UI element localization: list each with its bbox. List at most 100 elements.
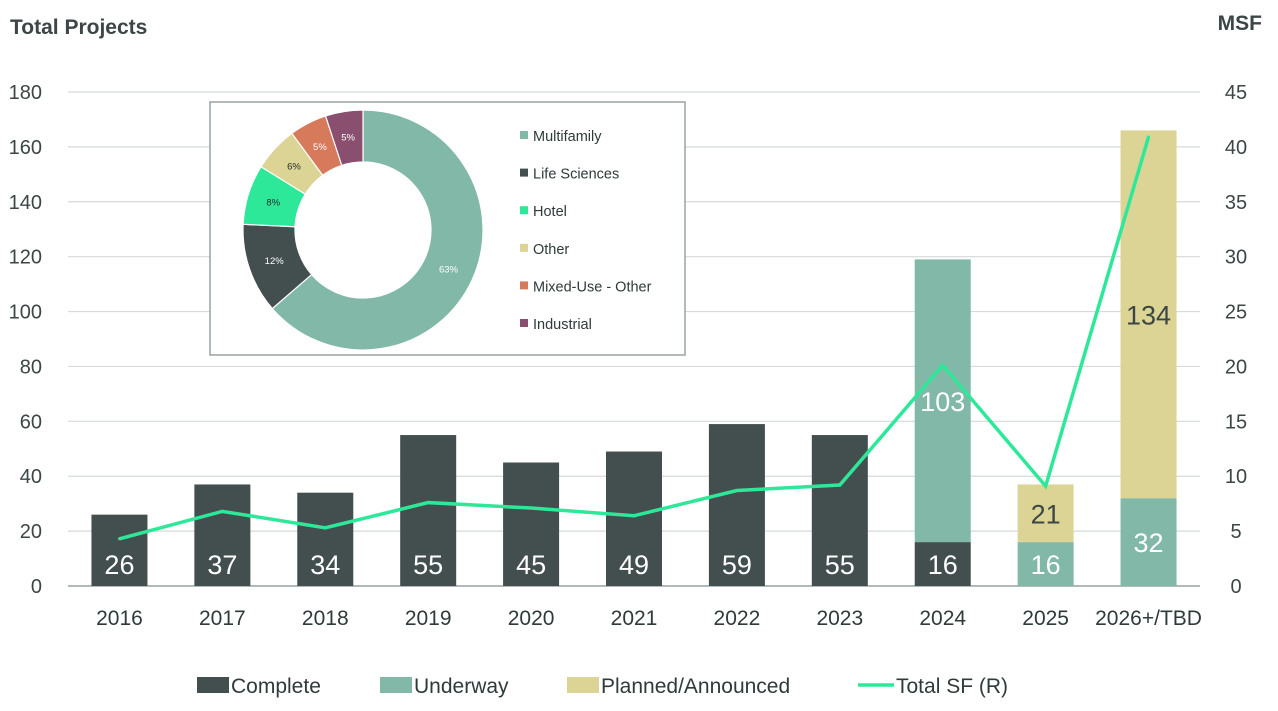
y2-tick-label: 5 — [1230, 521, 1241, 543]
pie-legend-label-multifamily: Multifamily — [533, 129, 602, 145]
y-tick-label: 20 — [20, 521, 42, 543]
x-tick-label: 2023 — [816, 607, 863, 630]
y2-tick-label: 10 — [1225, 466, 1247, 488]
pie-legend-swatch-other — [520, 243, 528, 252]
pie-legend-swatch-mixed-use-other — [520, 281, 528, 290]
pie-slice-label: 8% — [266, 198, 280, 209]
bar-underway-2024 — [914, 259, 971, 543]
x-tick-label: 2024 — [919, 607, 966, 630]
bar-underway-2025 — [1017, 542, 1074, 586]
x-tick-label: 2022 — [714, 607, 761, 630]
bar-complete-2021 — [606, 451, 662, 586]
legend-swatch-underway — [380, 677, 412, 693]
total-sf-point — [426, 501, 430, 505]
pie-slice-label: 6% — [287, 162, 301, 173]
bar-value-label: 59 — [722, 550, 752, 580]
pie-slice-industrial — [324, 109, 364, 167]
left-axis-title: Total Projects — [10, 16, 147, 39]
bar-value-label: 55 — [413, 550, 443, 580]
bar-complete-2023 — [811, 435, 868, 586]
x-tick-label: 2021 — [611, 607, 658, 630]
y2-tick-label: 20 — [1225, 356, 1247, 378]
left-axis-ticks: 0 20 40 60 80 100 120 140 160 180 — [9, 82, 42, 598]
legend-swatch-planned-announced — [567, 677, 599, 693]
bar-planned-announced-2026+/TBD — [1120, 130, 1177, 499]
x-tick-label: 2016 — [96, 607, 143, 630]
total-sf-point — [323, 526, 327, 530]
total-sf-point — [529, 506, 533, 510]
bar-value-label: 49 — [619, 550, 649, 580]
pie-legend-swatch-life-sciences — [520, 168, 528, 177]
legend-label-total-sf-r: Total SF (R) — [896, 675, 1008, 698]
pie-legend-label-other: Other — [533, 242, 569, 258]
bar-value-label: 103 — [920, 387, 965, 417]
pie-legend: Multifamily Life Sciences Hotel Other Mixed-… — [520, 129, 652, 333]
legend-label-planned-announced: Planned/Announced — [601, 675, 790, 698]
x-tick-label: 2017 — [199, 607, 246, 630]
total-sf-point — [941, 363, 945, 367]
y2-tick-label: 0 — [1230, 576, 1241, 598]
pie-inset: 63% 12% 8% 6% 5% 5% Multifamily Life Sciences H… — [209, 101, 686, 356]
pie-legend-label-industrial: Industrial — [533, 317, 592, 333]
y-tick-label: 120 — [9, 247, 42, 269]
y2-tick-label: 25 — [1225, 302, 1247, 324]
y2-tick-label: 35 — [1225, 192, 1247, 214]
pie-legend-swatch-multifamily — [520, 131, 528, 139]
bar-value-label: 26 — [104, 550, 134, 580]
bar-value-label: 16 — [1031, 550, 1061, 580]
y2-tick-label: 30 — [1225, 247, 1247, 269]
bar-complete-2017 — [194, 484, 251, 586]
y-tick-label: 160 — [9, 137, 42, 159]
total-sf-point — [117, 537, 121, 541]
y-tick-label: 60 — [20, 411, 42, 433]
total-sf-point — [220, 509, 224, 513]
bar-underway-2026+/TBD — [1120, 498, 1177, 586]
x-tick-label: 2026+/TBD — [1095, 607, 1202, 630]
x-tick-label: 2019 — [405, 607, 452, 630]
bar-value-label: 55 — [825, 550, 855, 580]
bar-value-label: 45 — [516, 550, 546, 580]
bar-value-label: 134 — [1126, 300, 1171, 330]
pie-slice-label: 5% — [313, 142, 327, 153]
x-axis-ticks: 2016 2017 2018 2019 2020 2021 2022 2023 2024 2025… — [96, 607, 1202, 630]
y-tick-label: 80 — [20, 356, 42, 378]
y-tick-label: 140 — [9, 192, 42, 214]
right-axis-ticks: 0 5 10 15 20 25 30 35 40 45 — [1225, 82, 1247, 598]
bar-value-label: 21 — [1031, 499, 1061, 529]
total-sf-line — [117, 135, 1151, 541]
bars — [91, 130, 1177, 586]
total-sf-point — [735, 488, 739, 492]
bar-planned-announced-2025 — [1017, 484, 1074, 543]
y2-tick-label: 15 — [1225, 411, 1247, 433]
pie-legend-swatch-hotel — [520, 206, 528, 215]
y-tick-label: 180 — [9, 82, 42, 104]
y-tick-label: 40 — [20, 466, 42, 488]
y-tick-label: 100 — [9, 302, 42, 324]
bar-complete-2022 — [708, 424, 765, 586]
bar-complete-2019 — [400, 435, 457, 586]
pie-legend-swatch-industrial — [520, 319, 528, 327]
pie-legend-label-hotel: Hotel — [533, 204, 567, 220]
pie-slice-label: 12% — [265, 256, 285, 267]
pie-legend-label-life-sciences: Life Sciences — [533, 167, 619, 183]
x-tick-label: 2025 — [1022, 607, 1069, 630]
pie-slice-label: 63% — [439, 265, 459, 276]
legend: Complete Underway Planned/Announced Total S… — [197, 675, 1008, 698]
bar-value-label: 16 — [928, 550, 958, 580]
bar-value-label: 34 — [310, 550, 340, 580]
total-sf-point — [1044, 484, 1048, 488]
y2-tick-label: 40 — [1225, 137, 1247, 159]
y-tick-label: 0 — [31, 576, 42, 598]
total-sf-point — [838, 483, 842, 487]
legend-label-complete: Complete — [231, 675, 321, 698]
right-axis-title: MSF — [1218, 12, 1263, 35]
donut-chart: 63% 12% 8% 6% 5% 5% — [242, 109, 484, 351]
pie-slice-label: 5% — [341, 133, 355, 144]
total-sf-point — [632, 514, 636, 518]
bar-labels: 26 37 34 55 45 49 59 55 16 103 16 21 32 134 — [104, 300, 1171, 580]
y2-tick-label: 45 — [1225, 82, 1247, 104]
bar-complete-2018 — [297, 492, 354, 586]
bar-complete-2020 — [503, 462, 560, 586]
pie-slice-multifamily — [271, 109, 484, 351]
